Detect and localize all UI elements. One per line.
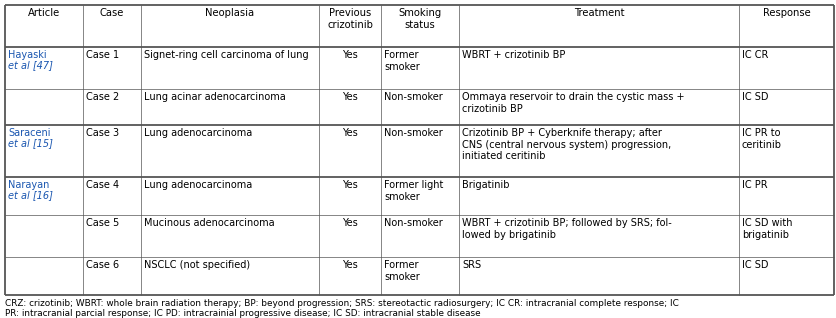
Text: Response: Response xyxy=(762,8,809,18)
Text: Lung acinar adenocarcinoma: Lung acinar adenocarcinoma xyxy=(144,92,285,102)
Text: IC SD with
brigatinib: IC SD with brigatinib xyxy=(741,218,792,239)
Text: et al [47]: et al [47] xyxy=(8,60,53,71)
Text: Previous
crizotinib: Previous crizotinib xyxy=(327,8,373,30)
Text: Yes: Yes xyxy=(342,50,358,60)
Text: WBRT + crizotinib BP; followed by SRS; fol-
lowed by brigatinib: WBRT + crizotinib BP; followed by SRS; f… xyxy=(461,218,671,239)
Text: Former light
smoker: Former light smoker xyxy=(384,180,443,202)
Text: Non-smoker: Non-smoker xyxy=(384,128,442,138)
Text: Smoking
status: Smoking status xyxy=(398,8,441,30)
Text: NSCLC (not specified): NSCLC (not specified) xyxy=(144,260,250,270)
Text: IC PR: IC PR xyxy=(741,180,767,190)
Text: IC PR to
ceritinib: IC PR to ceritinib xyxy=(741,128,781,149)
Text: Case 2: Case 2 xyxy=(86,92,119,102)
Text: IC SD: IC SD xyxy=(741,92,767,102)
Text: Treatment: Treatment xyxy=(573,8,624,18)
Text: SRS: SRS xyxy=(461,260,481,270)
Text: Brigatinib: Brigatinib xyxy=(461,180,509,190)
Text: et al [16]: et al [16] xyxy=(8,190,53,201)
Text: Case 1: Case 1 xyxy=(86,50,119,60)
Text: et al [15]: et al [15] xyxy=(8,139,53,149)
Text: Former
smoker: Former smoker xyxy=(384,50,419,72)
Text: Case 6: Case 6 xyxy=(86,260,119,270)
Text: Saraceni: Saraceni xyxy=(8,128,50,138)
Text: Lung adenocarcinoma: Lung adenocarcinoma xyxy=(144,128,252,138)
Text: Narayan: Narayan xyxy=(8,180,49,190)
Text: Case 5: Case 5 xyxy=(86,218,119,228)
Text: Case 3: Case 3 xyxy=(86,128,119,138)
Text: IC SD: IC SD xyxy=(741,260,767,270)
Text: Non-smoker: Non-smoker xyxy=(384,92,442,102)
Text: Yes: Yes xyxy=(342,260,358,270)
Text: CRZ: crizotinib; WBRT: whole brain radiation therapy; BP: beyond progression; SR: CRZ: crizotinib; WBRT: whole brain radia… xyxy=(5,299,678,318)
Text: WBRT + crizotinib BP: WBRT + crizotinib BP xyxy=(461,50,564,60)
Text: IC CR: IC CR xyxy=(741,50,767,60)
Text: Yes: Yes xyxy=(342,180,358,190)
Text: Former
smoker: Former smoker xyxy=(384,260,419,282)
Text: Signet-ring cell carcinoma of lung: Signet-ring cell carcinoma of lung xyxy=(144,50,308,60)
Text: Lung adenocarcinoma: Lung adenocarcinoma xyxy=(144,180,252,190)
Text: Yes: Yes xyxy=(342,128,358,138)
Text: Neoplasia: Neoplasia xyxy=(205,8,254,18)
Text: Crizotinib BP + Cyberknife therapy; after
CNS (central nervous system) progressi: Crizotinib BP + Cyberknife therapy; afte… xyxy=(461,128,670,161)
Text: Yes: Yes xyxy=(342,92,358,102)
Text: Mucinous adenocarcinoma: Mucinous adenocarcinoma xyxy=(144,218,274,228)
Text: Non-smoker: Non-smoker xyxy=(384,218,442,228)
Text: Yes: Yes xyxy=(342,218,358,228)
Text: Hayaski: Hayaski xyxy=(8,50,47,60)
Text: Article: Article xyxy=(28,8,60,18)
Text: Case: Case xyxy=(99,8,124,18)
Text: Ommaya reservoir to drain the cystic mass +
crizotinib BP: Ommaya reservoir to drain the cystic mas… xyxy=(461,92,684,114)
Text: Case 4: Case 4 xyxy=(86,180,119,190)
